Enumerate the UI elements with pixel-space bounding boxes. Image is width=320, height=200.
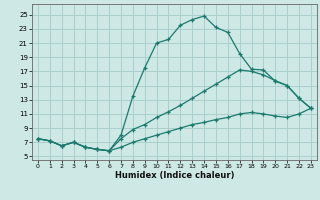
X-axis label: Humidex (Indice chaleur): Humidex (Indice chaleur) [115,171,234,180]
